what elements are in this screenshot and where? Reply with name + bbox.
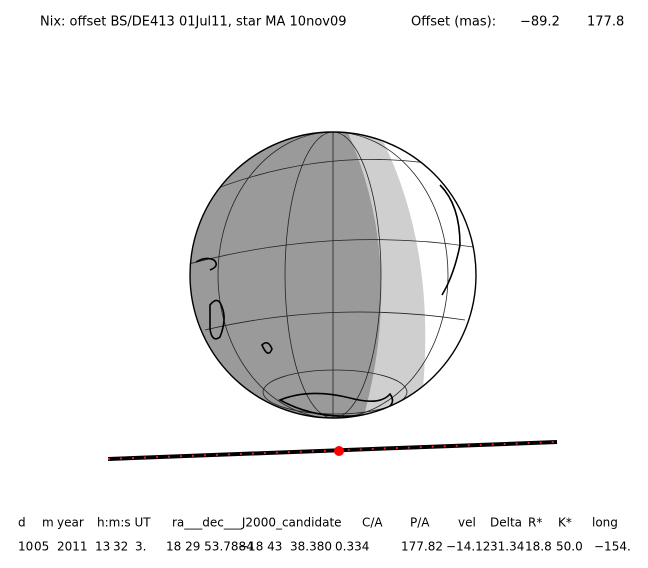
cell-value: 2011 [57, 540, 88, 554]
column-header: d [18, 516, 26, 530]
column-header: K* [558, 516, 572, 530]
cell-value: 31.34 [490, 540, 524, 554]
column-header: h:m:s UT [97, 516, 151, 530]
title: Nix: offset BS/DE413 01Jul11, star MA 10… [40, 15, 347, 30]
cell-value: 18.8 [525, 540, 552, 554]
shadow-track [107, 440, 558, 461]
column-header: vel [458, 516, 476, 530]
column-header: C/A [362, 516, 383, 530]
header: Nix: offset BS/DE413 01Jul11, star MA 10… [40, 15, 624, 30]
globe [190, 132, 476, 418]
offset-label: Offset (mas): [411, 15, 496, 30]
night-side [190, 132, 382, 418]
cell-value: 32 [113, 540, 128, 554]
closest-approach [334, 446, 344, 456]
coastline [195, 184, 461, 417]
offset-value: 177.8 [587, 15, 624, 30]
track-line [107, 440, 558, 461]
column-header: R* [528, 516, 542, 530]
cell-value: 18 29 53.7884 [166, 540, 254, 554]
cell-value: 05 [34, 540, 49, 554]
column-header: ra___dec___J2000_candidate [172, 516, 342, 530]
column-header: year [57, 516, 84, 530]
cell-value: −154. [594, 540, 631, 554]
column-header: P/A [410, 516, 430, 530]
cell-value: 13 [95, 540, 110, 554]
offset-value: −89.2 [520, 15, 560, 30]
globe-outline [189, 131, 477, 419]
cell-value: 50.0 [556, 540, 583, 554]
cell-value: 177.82 [401, 540, 443, 554]
cell-value: 3. [135, 540, 146, 554]
cell-value: −18 43 38.380 [238, 540, 332, 554]
cell-value: 0.334 [335, 540, 369, 554]
result-table: d m year h:m:s UT ra___dec___J2000_candidate… [18, 516, 631, 554]
cell-value: 10 [18, 540, 33, 554]
cell-value: −14.12 [446, 540, 490, 554]
column-header: m [42, 516, 54, 530]
column-header: long [592, 516, 618, 530]
column-header: Delta [490, 516, 522, 530]
